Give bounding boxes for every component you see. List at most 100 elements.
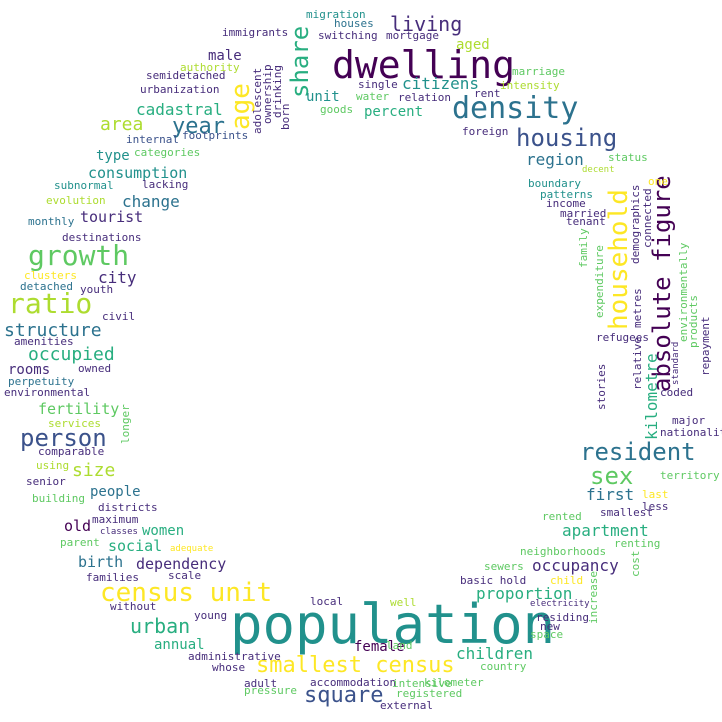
word-categories: categories (134, 146, 201, 159)
word-occupancy: occupancy (532, 556, 619, 575)
word-basic-hold: basic hold (460, 574, 527, 587)
word-cadastral: cadastral (136, 100, 223, 119)
word-density: density (452, 91, 579, 126)
word-clusters: clusters (24, 269, 77, 282)
word-income: income (546, 197, 586, 210)
word-metres: metres (631, 288, 644, 328)
word-smallest-census: smallest census (256, 653, 455, 678)
word-pressure: pressure (244, 684, 297, 697)
word-expenditure: expenditure (593, 245, 606, 318)
word-child: child (550, 574, 584, 587)
word-stories: stories (595, 363, 608, 410)
word-nationality: nationality (660, 426, 722, 439)
word-owned: owned (78, 362, 112, 375)
word-building: building (32, 492, 85, 505)
word-senior: senior (26, 475, 66, 488)
word-registered: registered (396, 687, 463, 700)
word-structure: structure (4, 320, 102, 341)
word-male: male (208, 48, 242, 64)
word-goods: goods (320, 103, 354, 116)
word-dwelling: dwelling (332, 43, 516, 87)
word-adult: adult (244, 677, 278, 690)
word-women: women (142, 523, 185, 539)
word-last: last (642, 488, 669, 501)
word-urbanization: urbanization (140, 83, 220, 96)
word-annual: annual (154, 637, 205, 653)
word-type: type (96, 148, 130, 164)
word-single: single (358, 78, 398, 91)
word-well: well (390, 596, 417, 609)
word-unit: unit (306, 89, 340, 105)
word-repayment: repayment (699, 316, 712, 376)
word-external: external (380, 699, 433, 712)
word-lacking: lacking (142, 178, 189, 191)
word-tenant: tenant (566, 215, 606, 228)
word-decent: decent (582, 165, 615, 175)
word-consumption: consumption (88, 164, 188, 182)
word-coded: coded (660, 386, 694, 399)
word-water: water (356, 90, 390, 103)
word-mortgage: mortgage (386, 29, 439, 42)
word-renting: renting (614, 537, 661, 550)
word-electricity: electricity (530, 599, 590, 609)
word-ratio: ratio (8, 287, 93, 320)
word-footprints: footprints (182, 129, 249, 142)
word-tourist: tourist (80, 208, 144, 226)
word-boundary: boundary (528, 177, 581, 190)
word-migration: migration (306, 8, 366, 21)
word-major: major (672, 414, 706, 427)
word-without: without (110, 600, 157, 613)
word-year: year (172, 114, 225, 139)
word-longer: longer (119, 404, 132, 444)
word-sex: sex (590, 462, 634, 490)
word-people: people (90, 484, 141, 500)
word-environmental: environmental (4, 386, 91, 399)
word-products: products (687, 295, 700, 348)
word-region: region (526, 150, 584, 169)
word-country: country (480, 660, 527, 673)
word-resident: resident (580, 438, 696, 466)
word-refugees: refugees (596, 331, 649, 344)
word-maximum: maximum (92, 513, 139, 526)
word-administrative: administrative (188, 650, 281, 663)
word-kilometre: kilometre (642, 353, 661, 440)
word-perpetuity: perpetuity (8, 375, 75, 388)
word-one: one (648, 175, 668, 188)
word-housing: housing (516, 124, 618, 152)
word-neighborhoods: neighborhoods (520, 545, 607, 558)
word-whose: whose (212, 661, 246, 674)
word-cost: cost (629, 550, 642, 578)
word-population: population (230, 593, 556, 656)
word-classes: classes (100, 527, 138, 537)
word-territory: territory (660, 469, 720, 482)
word-rent: rent (474, 87, 501, 100)
word-living: living (390, 12, 463, 36)
word-parent: parent (60, 536, 100, 549)
word-smallest: smallest (600, 506, 653, 519)
word-monthly: monthly (28, 215, 75, 228)
word-born: born (279, 103, 292, 131)
word-social: social (108, 537, 163, 555)
word-immigrants: immigrants (222, 26, 289, 39)
word-relative: relative (631, 337, 644, 390)
word-amenities: amenities (14, 335, 74, 348)
word-new: new (540, 620, 560, 633)
word-detached: detached (20, 280, 73, 293)
word-demographics: demographics (629, 184, 642, 264)
word-young: young (194, 609, 228, 622)
word-aged: aged (456, 37, 490, 53)
word-status: status (608, 151, 648, 164)
word-dependency: dependency (136, 555, 227, 573)
word-semidetached: semidetached (146, 69, 226, 82)
word-accommodation: accommodation (310, 676, 397, 689)
word-using: using (36, 459, 70, 472)
word-land: land (386, 639, 413, 652)
word-census-unit: census unit (100, 578, 273, 608)
word-proportion: proportion (476, 584, 573, 603)
word-space: space (530, 628, 564, 641)
word-destinations: destinations (62, 231, 142, 244)
word-old: old (64, 517, 92, 535)
word-urban: urban (130, 614, 191, 638)
word-first: first (586, 485, 635, 504)
